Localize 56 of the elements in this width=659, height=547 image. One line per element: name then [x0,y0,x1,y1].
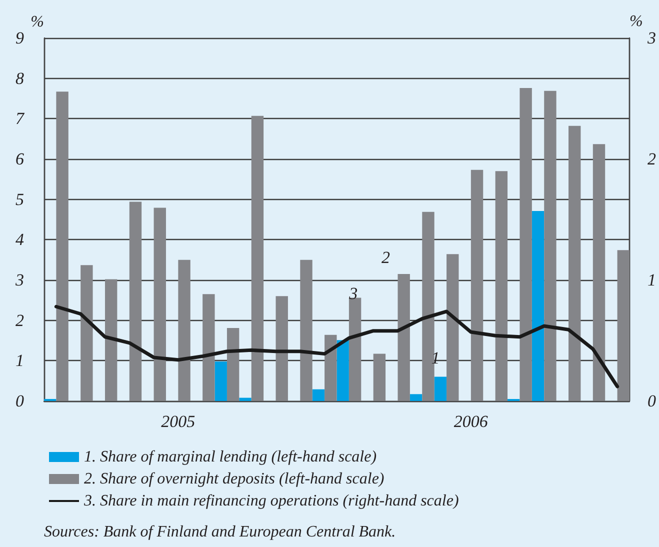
bar [104,279,118,401]
y-tick-label: 9 [16,28,24,48]
y-tick-label: 5 [16,190,24,209]
y2-tick-label: 1 [648,270,656,290]
y2-tick-label: 3 [646,28,656,48]
annotation: 3 [348,284,358,304]
bar [348,298,362,401]
bar [312,389,325,401]
legend-label: 3. Share in main refinancing operations (right-hand scale) [83,492,459,510]
bar [251,116,264,401]
y-tick-label: 2 [16,310,24,330]
y-axis-title: % [30,14,44,30]
y-tick-label: 3 [14,270,24,290]
bar [434,376,447,401]
bar [470,170,484,401]
bar [129,202,142,401]
line-series [54,304,620,388]
y-tick-label: 0 [16,392,24,410]
bar [398,274,410,401]
bar [373,354,386,401]
bar [214,361,227,401]
annotation: 1 [431,348,440,368]
y-tick-label: 6 [16,150,24,168]
bar [446,254,459,401]
bar [544,90,556,401]
y-tick-label: 4 [16,230,24,250]
bar [226,328,240,401]
bar [154,208,166,401]
bar [592,144,606,401]
y-tick-label: 1 [16,351,24,370]
x-tick-label: 2005 [161,412,196,431]
bar [495,171,508,401]
bar [300,260,312,401]
annotation: 2 [381,248,390,267]
bar [239,398,252,401]
y-tick-label: 8 [16,68,24,88]
bar [520,88,532,401]
y2-tick-label: 0 [648,392,656,410]
bar [80,265,93,401]
bar [336,340,349,401]
bar [178,260,190,401]
y2-axis-title: % [630,13,643,30]
legend-label: 1. Share of marginal lending (left-hand scale) [84,448,377,466]
bar [56,92,68,401]
bar [532,211,544,401]
legend-label: 2. Share of overnight deposits (left-hand scale) [84,470,384,488]
bar [202,294,215,401]
bar [276,296,288,401]
y-tick-label: 7 [16,109,26,128]
bar [410,394,422,401]
y2-tick-label: 2 [648,150,656,168]
bar [324,334,337,401]
source-note: Sources: Bank of Finland and European Central Bank. [44,524,396,540]
bar [617,250,630,401]
bar [568,126,581,401]
x-tick-label: 2006 [454,412,488,431]
